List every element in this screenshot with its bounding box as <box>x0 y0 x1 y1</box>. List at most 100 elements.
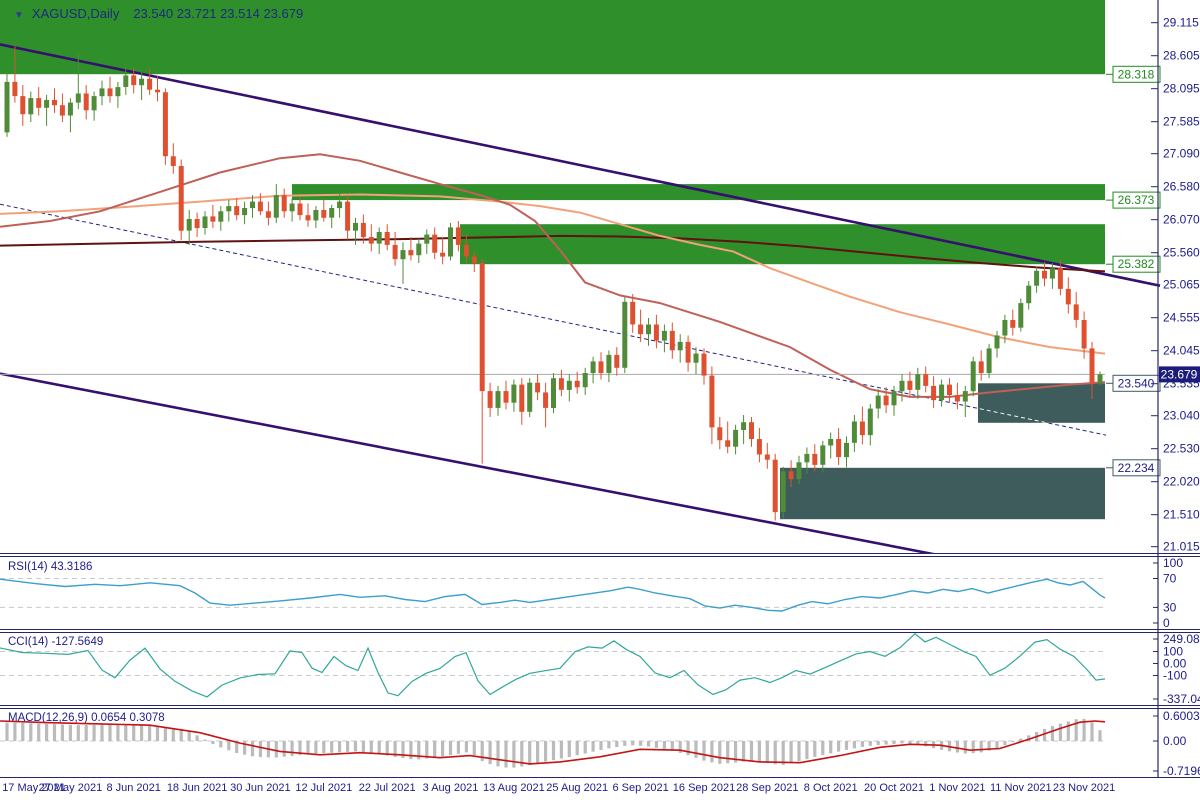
macd-histogram-bar <box>702 741 706 761</box>
channel-lower-trendline[interactable] <box>0 372 940 556</box>
macd-histogram-bar <box>171 728 175 741</box>
macd-histogram-bar <box>1050 726 1054 741</box>
macd-histogram-bar <box>68 724 72 741</box>
macd-histogram-bar <box>496 741 500 767</box>
bull-candle <box>28 98 34 115</box>
bull-candle <box>1018 303 1024 328</box>
demand-zone[interactable] <box>978 383 1105 423</box>
bull-candle <box>376 232 382 244</box>
macd-indicator-label: MACD(12,26,9) 0.0654 0.3078 <box>8 712 165 724</box>
moving-average-mid-line[interactable] <box>0 193 1106 355</box>
bull-candle <box>416 243 422 256</box>
moving-average-slow-line[interactable] <box>0 234 1106 273</box>
macd-histogram-bar <box>631 741 635 746</box>
bull-candle <box>139 78 145 86</box>
supply-zone[interactable] <box>292 184 1105 201</box>
macd-histogram-bar <box>369 741 373 754</box>
zone-price-badge[interactable] <box>1112 191 1161 209</box>
macd-signal-line[interactable] <box>0 720 1106 765</box>
rsi-indicator-label: RSI(14) 43.3186 <box>8 561 92 573</box>
descending-dashed-trendline[interactable] <box>0 203 1165 447</box>
price-tick-label: 28.605 <box>1163 49 1200 63</box>
bull-candle <box>899 380 905 392</box>
bull-candle <box>844 442 849 458</box>
zone-price-badge[interactable] <box>1112 255 1161 273</box>
macd-histogram-bar <box>757 741 761 763</box>
macd-histogram-bar <box>29 723 33 741</box>
bull-candle <box>796 462 802 480</box>
macd-histogram-bar <box>1058 723 1062 741</box>
macd-histogram-bar <box>235 741 239 753</box>
macd-histogram-bar <box>148 725 152 741</box>
bear-candle <box>36 98 42 108</box>
bear-candle <box>1042 270 1047 279</box>
bear-candle <box>155 89 160 93</box>
macd-histogram-bar <box>813 741 817 757</box>
price-tick-label: 25.560 <box>1163 246 1200 260</box>
bear-candle <box>131 75 137 86</box>
price-axis: 29.115 28.605 28.095 27.585 27.090 26.580 26.0… <box>1151 16 1200 554</box>
bear-candle <box>52 100 57 106</box>
zone-price-badge[interactable] <box>1112 65 1161 83</box>
bull-candle <box>582 373 588 388</box>
macd-histogram-bar <box>908 741 912 744</box>
bear-candle <box>1057 268 1063 289</box>
bear-candle <box>257 201 263 212</box>
macd-histogram-bar <box>243 741 247 755</box>
macd-histogram-bar <box>179 728 183 741</box>
macd-histogram-bar <box>76 725 80 741</box>
bull-candle <box>67 102 73 116</box>
zone-price-badge[interactable] <box>1112 459 1161 477</box>
bear-candle <box>756 439 762 455</box>
zone-price-badge[interactable] <box>1112 374 1161 392</box>
rsi-line[interactable] <box>0 578 1106 612</box>
bear-candle <box>210 216 216 222</box>
bull-candle <box>851 421 857 443</box>
bull-candle <box>828 439 834 446</box>
supply-zone[interactable] <box>0 0 1105 75</box>
bull-candle <box>867 408 873 436</box>
macd-histogram-bar <box>718 741 722 764</box>
bear-candle <box>717 427 723 441</box>
bull-candle <box>424 234 430 244</box>
moving-average-fast-line[interactable] <box>0 153 1106 398</box>
bull-candle <box>353 222 358 231</box>
channel-upper-trendline[interactable] <box>0 43 1161 287</box>
macd-histogram-bar <box>1066 721 1070 741</box>
bull-candle <box>289 203 295 212</box>
bull-candle <box>123 75 129 87</box>
bull-candle <box>915 374 921 390</box>
demand-zone[interactable] <box>780 467 1105 520</box>
bull-candle <box>875 395 881 409</box>
macd-histogram-bar <box>456 741 460 754</box>
bear-candle <box>859 421 865 436</box>
indicator-axis-labels: 10070300249.08791000.00-100-337.04790.60… <box>1153 556 1200 778</box>
macd-histogram-bar <box>528 741 532 765</box>
macd-histogram-bar <box>987 741 991 751</box>
macd-histogram-bar <box>45 723 49 741</box>
macd-histogram-bar <box>623 741 627 746</box>
bear-candle <box>455 227 461 245</box>
macd-histogram-bar <box>203 739 207 741</box>
macd-histogram-bar <box>892 741 896 744</box>
bull-candle <box>622 301 628 368</box>
cci-line[interactable] <box>0 633 1106 698</box>
bear-candle <box>107 88 113 97</box>
macd-histogram-bar <box>734 741 738 763</box>
price-tick-label: 24.045 <box>1163 344 1200 358</box>
macd-histogram-bar <box>749 741 754 762</box>
macd-histogram-bar <box>662 741 666 750</box>
bear-candle <box>630 301 636 325</box>
macd-histogram-bar <box>765 741 769 763</box>
indicator-tick-label: 0 <box>1163 616 1170 630</box>
current-price-badge-label: 23.679 <box>1161 367 1198 381</box>
date-tick-label: 1 Nov 2021 <box>929 782 985 794</box>
zone-price-badge-label: 23.540 <box>1118 376 1155 390</box>
indicator-tick-label: 30 <box>1163 600 1177 614</box>
bear-candle <box>408 250 414 256</box>
macd-histogram-bar <box>955 741 959 753</box>
macd-histogram-bar <box>52 724 57 741</box>
bear-candle <box>836 439 842 458</box>
